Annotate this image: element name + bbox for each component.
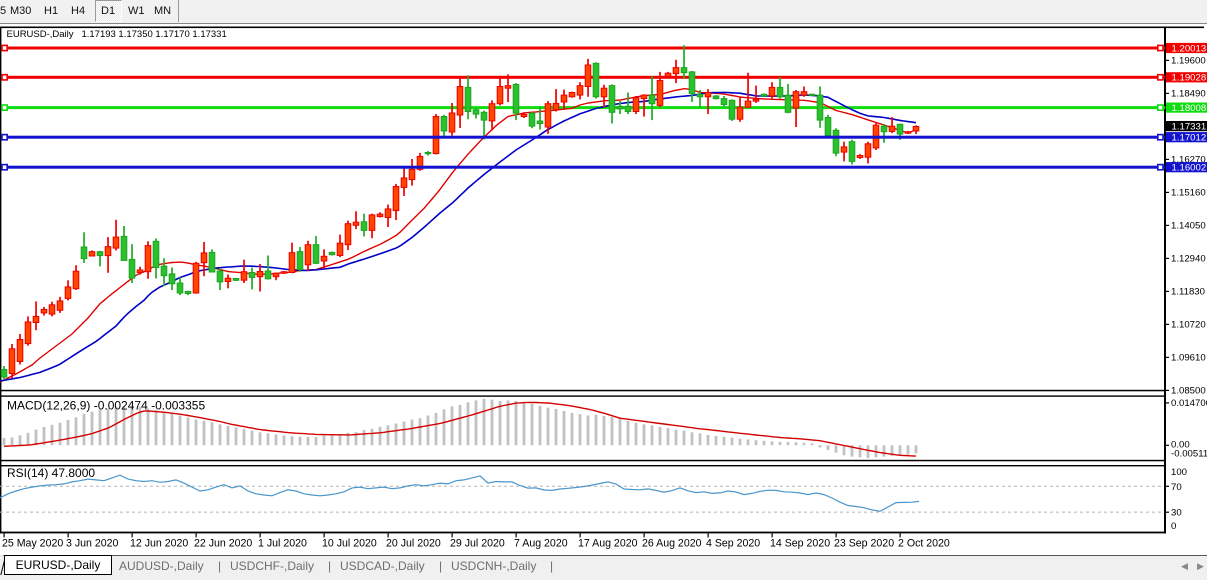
svg-text:100: 100 (1171, 467, 1187, 478)
svg-text:1.11830: 1.11830 (1171, 287, 1205, 298)
svg-text:1 Jul 2020: 1 Jul 2020 (258, 538, 307, 550)
svg-text:1.18490: 1.18490 (1171, 89, 1206, 100)
svg-text:29 Jul 2020: 29 Jul 2020 (450, 538, 505, 550)
svg-text:1.17331: 1.17331 (1172, 122, 1207, 133)
svg-text:1.16270: 1.16270 (1171, 155, 1206, 166)
svg-text:1.20013: 1.20013 (1172, 43, 1207, 54)
svg-text:7 Aug 2020: 7 Aug 2020 (514, 538, 568, 550)
svg-text:1.15160: 1.15160 (1171, 188, 1206, 199)
svg-text:1.19600: 1.19600 (1171, 56, 1206, 67)
svg-text:1.18008: 1.18008 (1172, 103, 1207, 114)
svg-text:30: 30 (1171, 508, 1182, 519)
svg-text:0: 0 (1171, 521, 1176, 532)
svg-text:1.19028: 1.19028 (1172, 73, 1207, 84)
svg-text:1.17012: 1.17012 (1172, 133, 1207, 144)
svg-text:17 Aug 2020: 17 Aug 2020 (578, 538, 638, 550)
svg-text:4 Sep 2020: 4 Sep 2020 (706, 538, 760, 550)
svg-text:0.00: 0.00 (1171, 439, 1190, 450)
svg-text:1.09610: 1.09610 (1171, 353, 1206, 364)
svg-text:23 Sep 2020: 23 Sep 2020 (834, 538, 894, 550)
svg-text:14 Sep 2020: 14 Sep 2020 (770, 538, 830, 550)
svg-text:2 Oct 2020: 2 Oct 2020 (898, 538, 950, 550)
svg-text:1.14050: 1.14050 (1171, 221, 1206, 232)
svg-text:25 May 2020: 25 May 2020 (2, 538, 63, 550)
svg-text:0.014706: 0.014706 (1171, 398, 1207, 409)
svg-text:3 Jun 2020: 3 Jun 2020 (66, 538, 119, 550)
svg-text:70: 70 (1171, 482, 1182, 493)
svg-text:MACD(12,26,9) -0.002474 -0.003: MACD(12,26,9) -0.002474 -0.003355 (7, 398, 205, 412)
svg-text:1.08500: 1.08500 (1171, 386, 1206, 397)
svg-text:1.16002: 1.16002 (1172, 163, 1207, 174)
svg-text:10 Jul 2020: 10 Jul 2020 (322, 538, 377, 550)
svg-text:-0.005113: -0.005113 (1171, 448, 1207, 459)
svg-text:22 Jun 2020: 22 Jun 2020 (194, 538, 252, 550)
svg-text:20 Jul 2020: 20 Jul 2020 (386, 538, 441, 550)
svg-text:1.10720: 1.10720 (1171, 320, 1206, 331)
svg-text:12 Jun 2020: 12 Jun 2020 (130, 538, 188, 550)
svg-text:RSI(14) 47.8000: RSI(14) 47.8000 (7, 466, 95, 480)
svg-text:1.12940: 1.12940 (1171, 254, 1206, 265)
svg-text:26 Aug 2020: 26 Aug 2020 (642, 538, 702, 550)
